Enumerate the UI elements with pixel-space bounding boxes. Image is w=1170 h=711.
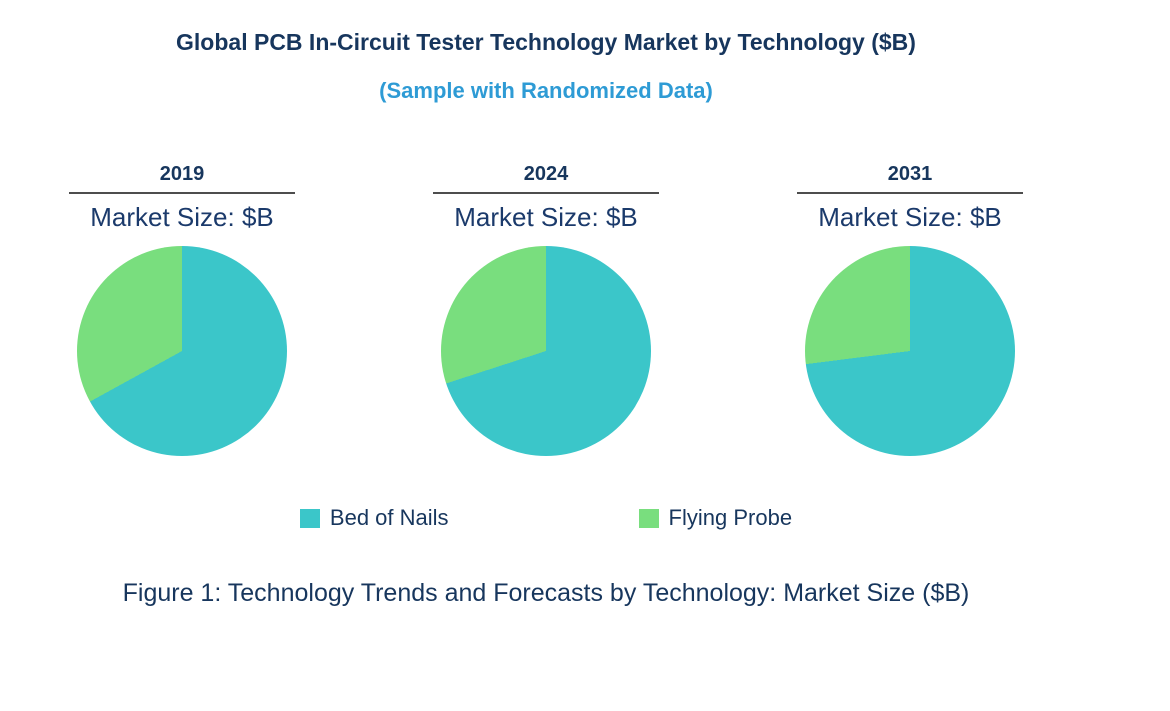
legend-item-flying-probe: Flying Probe — [638, 505, 793, 530]
market-size-label-2031: Market Size: $B — [818, 202, 1002, 232]
pie-column-2024: 2024 Market Size: $B — [364, 162, 728, 456]
pie-chart-2024 — [441, 246, 651, 456]
legend: Bed of Nails Flying Probe — [0, 506, 1092, 530]
bed-of-nails-swatch-icon — [299, 508, 320, 528]
flying-probe-swatch-icon — [638, 508, 659, 528]
pie-chart-2019 — [77, 246, 287, 456]
year-header-2031: 2031 — [887, 163, 933, 185]
legend-item-bed-of-nails: Bed of Nails — [299, 505, 449, 530]
market-size-label-2024: Market Size: $B — [454, 202, 638, 232]
year-header-2024: 2024 — [523, 163, 569, 185]
legend-label-bed-of-nails: Bed of Nails — [329, 505, 449, 530]
year-header-rule — [69, 192, 295, 194]
pie-chart-2031 — [805, 246, 1015, 456]
figure-subtitle: (Sample with Randomized Data) — [379, 78, 713, 103]
year-header-rule — [433, 192, 659, 194]
pie-column-2019: 2019 Market Size: $B — [0, 162, 364, 456]
figure-title: Global PCB In-Circuit Tester Technology … — [176, 29, 916, 55]
legend-label-flying-probe: Flying Probe — [668, 505, 793, 530]
pie-charts-row: 2019 Market Size: $B 2024 Market Size: $… — [0, 162, 1092, 456]
pie-column-2031: 2031 Market Size: $B — [728, 162, 1092, 456]
figure-caption: Figure 1: Technology Trends and Forecast… — [122, 579, 970, 607]
chart-figure: Global PCB In-Circuit Tester Technology … — [0, 29, 1092, 607]
year-header-2019: 2019 — [159, 163, 205, 185]
year-header-rule — [797, 192, 1023, 194]
market-size-label-2019: Market Size: $B — [90, 202, 274, 232]
